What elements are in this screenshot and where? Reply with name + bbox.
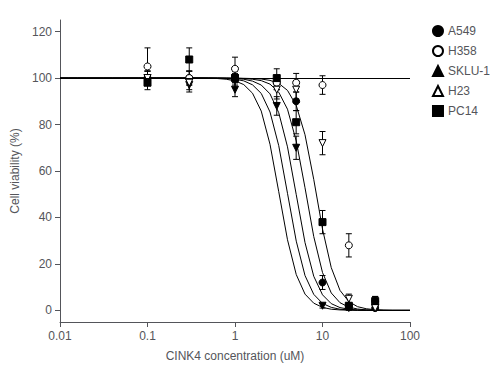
svg-text:120: 120	[32, 25, 52, 39]
svg-text:CINK4 concentration (uM): CINK4 concentration (uM)	[166, 349, 305, 363]
svg-text:0.1: 0.1	[139, 329, 156, 343]
svg-text:1: 1	[232, 329, 239, 343]
svg-text:80: 80	[39, 118, 53, 132]
svg-text:60: 60	[39, 164, 53, 178]
svg-text:20: 20	[39, 257, 53, 271]
svg-text:A549: A549	[448, 24, 476, 38]
svg-text:PC14: PC14	[448, 104, 478, 118]
svg-text:SKLU-1: SKLU-1	[448, 64, 490, 78]
svg-text:10: 10	[316, 329, 330, 343]
svg-text:100: 100	[32, 71, 52, 85]
svg-text:0.01: 0.01	[48, 329, 72, 343]
svg-text:40: 40	[39, 210, 53, 224]
svg-text:100: 100	[400, 329, 420, 343]
svg-text:Cell viability (%): Cell viability (%)	[8, 128, 22, 213]
svg-text:H23: H23	[448, 84, 470, 98]
svg-text:0: 0	[45, 303, 52, 317]
svg-text:H358: H358	[448, 44, 477, 58]
